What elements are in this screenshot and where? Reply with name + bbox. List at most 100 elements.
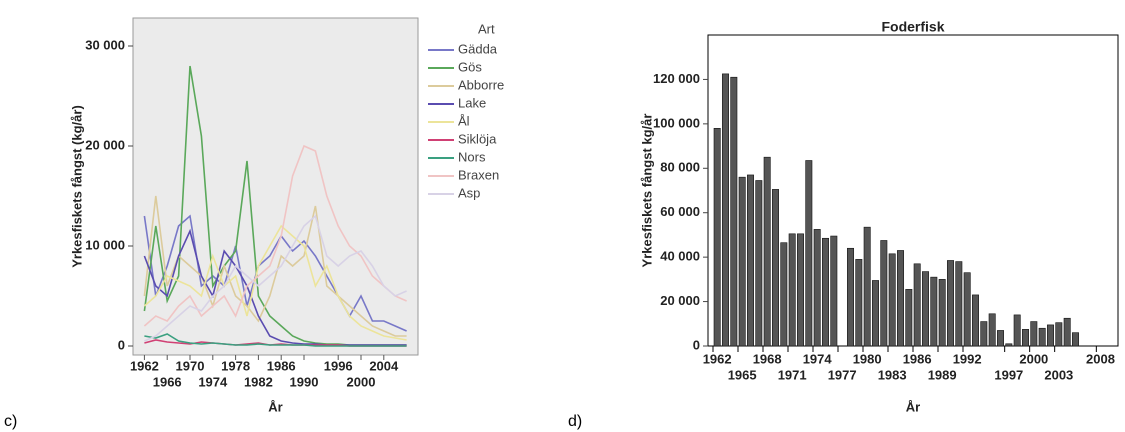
panel-label: d) <box>568 413 582 430</box>
bar <box>1038 327 1046 347</box>
x-tick-label: 1971 <box>778 367 807 382</box>
bar <box>822 237 829 347</box>
x-tick-label: 1986 <box>267 358 296 373</box>
y-axis-label: Yrkesfiskets fångst kg/år <box>639 114 654 268</box>
bar <box>772 189 779 347</box>
bar <box>1063 317 1071 347</box>
bar <box>855 259 863 347</box>
bar <box>1055 322 1063 347</box>
bar <box>997 330 1004 347</box>
x-tick-label: 1968 <box>753 351 782 366</box>
x-tick-label: 2003 <box>1044 367 1073 382</box>
bar <box>930 276 938 347</box>
x-tick-label: 1982 <box>244 374 273 389</box>
legend-label: Gös <box>458 59 482 74</box>
series-line <box>143 228 407 346</box>
x-tick-label: 1965 <box>728 367 757 382</box>
bar <box>738 176 746 347</box>
y-tick-label: 0 <box>118 337 125 352</box>
x-tick-label: 1997 <box>994 367 1023 382</box>
bar <box>863 226 871 347</box>
bar <box>955 261 963 347</box>
bar <box>947 260 954 347</box>
x-tick-label: 1966 <box>153 374 182 389</box>
legend-label: Braxen <box>458 167 499 182</box>
bar <box>938 279 946 347</box>
x-tick-label: 1974 <box>803 351 833 366</box>
bar <box>972 294 979 347</box>
bar <box>722 73 729 347</box>
bar <box>872 280 879 347</box>
bar <box>922 271 929 347</box>
x-tick-label: 1977 <box>828 367 857 382</box>
x-tick-label: 1974 <box>198 374 228 389</box>
series-line <box>144 333 407 347</box>
bar <box>988 313 996 347</box>
bar <box>747 174 754 347</box>
bar <box>805 160 813 347</box>
bar <box>763 156 771 347</box>
legend-label: Ål <box>458 113 470 128</box>
legend-label: Siklöja <box>458 131 497 146</box>
bar <box>830 235 838 347</box>
x-tick-label: 2004 <box>369 358 399 373</box>
bar <box>780 242 788 347</box>
y-tick-label: 120 000 <box>653 71 700 86</box>
y-tick-label: 100 000 <box>653 115 700 130</box>
plot-area <box>132 17 419 356</box>
x-tick-label: 1978 <box>221 358 250 373</box>
bar <box>813 229 821 347</box>
series-line <box>143 224 407 341</box>
bar <box>1022 329 1029 347</box>
bar <box>847 247 854 347</box>
y-tick-label: 20 000 <box>660 293 700 308</box>
x-tick-label: 1962 <box>130 358 159 373</box>
x-tick-label: 1970 <box>176 358 205 373</box>
legend-label: Abborre <box>458 77 504 92</box>
series-line <box>143 195 407 337</box>
y-tick-label: 0 <box>693 337 700 352</box>
bar <box>897 250 904 347</box>
bar <box>1030 321 1038 347</box>
x-tick-label: 1992 <box>953 351 982 366</box>
bar <box>913 263 921 347</box>
bar <box>797 233 804 347</box>
bar <box>963 272 971 347</box>
bar <box>888 253 896 347</box>
y-axis-label: Yrkesfiskets fångst (kg/år) <box>69 105 84 268</box>
bar <box>880 240 888 347</box>
x-tick-label: 1962 <box>703 351 732 366</box>
panel-label: c) <box>4 413 17 430</box>
y-tick-label: 10 000 <box>85 237 125 252</box>
legend-title: Art <box>478 21 495 36</box>
x-tick-label: 2008 <box>1086 351 1115 366</box>
x-tick-label: 1990 <box>290 374 319 389</box>
chart-title: Foderfisk <box>881 19 944 35</box>
x-tick-label: 1983 <box>878 367 907 382</box>
x-tick-label: 2000 <box>1019 351 1048 366</box>
legend-label: Gädda <box>458 41 498 56</box>
series-line <box>143 214 407 332</box>
bar <box>1013 314 1021 347</box>
series-line <box>144 214 407 342</box>
bar <box>788 233 796 347</box>
bar <box>730 76 738 347</box>
series-line <box>143 144 407 327</box>
x-tick-label: 1986 <box>903 351 932 366</box>
x-tick-label: 1996 <box>324 358 353 373</box>
bar <box>713 128 721 347</box>
y-tick-label: 80 000 <box>660 160 700 175</box>
legend-label: Nors <box>458 149 486 164</box>
x-tick-label: 2000 <box>347 374 376 389</box>
x-axis-label: År <box>906 399 920 414</box>
bar <box>980 321 988 347</box>
legend-label: Lake <box>458 95 486 110</box>
x-tick-label: 1980 <box>853 351 882 366</box>
y-tick-label: 20 000 <box>85 137 125 152</box>
bar <box>1005 343 1013 347</box>
y-tick-label: 60 000 <box>660 204 700 219</box>
y-tick-label: 30 000 <box>85 37 125 52</box>
x-axis-label: År <box>268 399 282 414</box>
